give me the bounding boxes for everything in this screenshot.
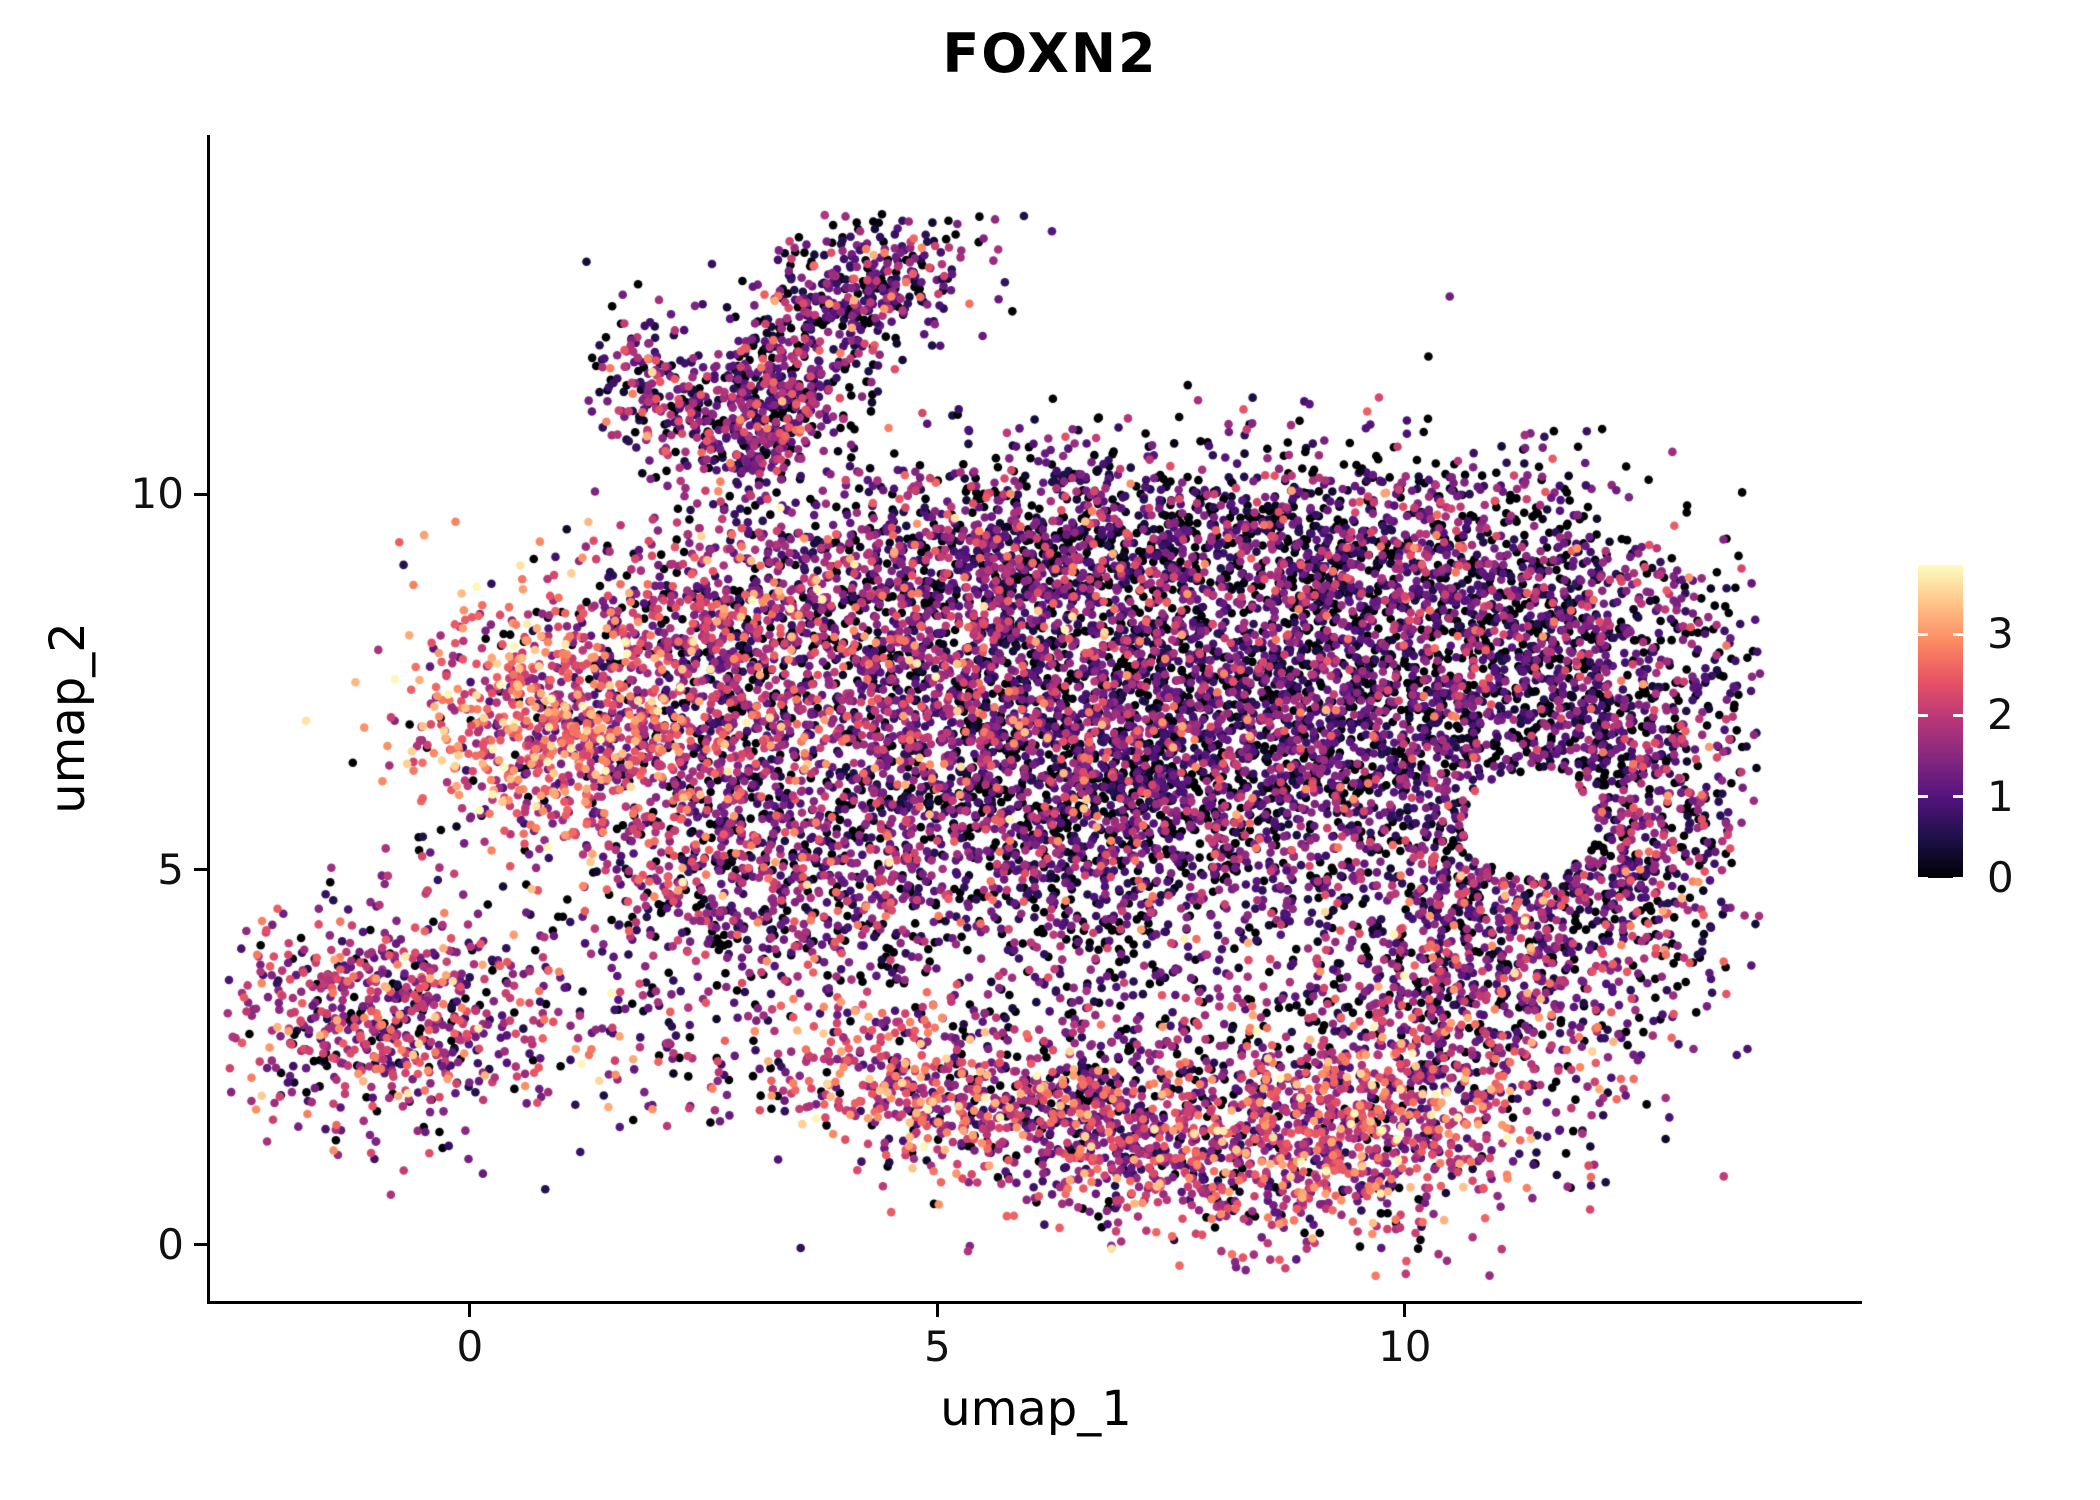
y-tick-mark — [194, 868, 207, 872]
colorbar-tick-mark — [1953, 876, 1963, 880]
colorbar-tick-mark — [1953, 632, 1963, 636]
colorbar-tick-mark — [1918, 795, 1928, 799]
colorbar-tick-mark — [1918, 632, 1928, 636]
colorbar-gradient — [1918, 565, 1963, 878]
colorbar-tick-mark — [1918, 713, 1928, 717]
x-tick-label: 0 — [456, 1322, 484, 1371]
x-axis-title: umap_1 — [940, 1381, 1132, 1437]
x-axis-line — [207, 1301, 1862, 1304]
y-tick-mark — [194, 1243, 207, 1247]
colorbar-tick-mark — [1953, 713, 1963, 717]
colorbar-legend — [1918, 565, 1963, 880]
x-tick-label: 5 — [923, 1322, 951, 1371]
colorbar-tick-mark — [1953, 795, 1963, 799]
x-tick-mark — [1403, 1304, 1407, 1317]
colorbar-tick-label: 0 — [1987, 853, 2014, 902]
x-tick-label: 10 — [1378, 1322, 1432, 1371]
y-tick-label: 5 — [157, 844, 184, 894]
y-tick-label: 0 — [157, 1219, 184, 1269]
colorbar-tick-label: 1 — [1987, 771, 2014, 821]
chart-title: FOXN2 — [942, 22, 1158, 85]
y-axis-line — [207, 135, 210, 1304]
y-axis-title: umap_2 — [40, 622, 96, 814]
colorbar-tick-mark — [1918, 876, 1928, 880]
x-tick-mark — [935, 1304, 939, 1317]
y-tick-mark — [194, 492, 207, 496]
colorbar-tick-label: 2 — [1987, 690, 2014, 740]
y-tick-label: 10 — [130, 469, 184, 519]
colorbar-tick-label: 3 — [1987, 609, 2014, 659]
x-tick-mark — [468, 1304, 472, 1317]
